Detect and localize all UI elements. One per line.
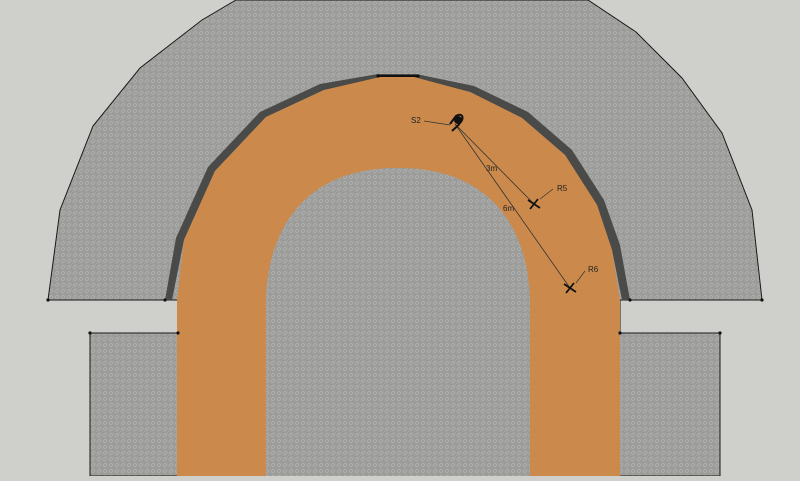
dimension-line-6m bbox=[454, 123, 571, 289]
receiver-icon bbox=[563, 282, 577, 294]
vertex-markers bbox=[46, 74, 764, 335]
dimension-lines bbox=[454, 123, 571, 289]
inner-floor[interactable] bbox=[266, 168, 530, 476]
dimension-line-3m bbox=[454, 123, 535, 205]
receiver-label-r5: R5 bbox=[557, 184, 568, 193]
track-surface[interactable] bbox=[177, 77, 620, 476]
r5-leader-line bbox=[539, 188, 554, 200]
receiver-r5[interactable]: R5 bbox=[527, 184, 568, 210]
sound-source-icon bbox=[449, 113, 464, 132]
s2-leader-line bbox=[423, 120, 451, 126]
receiver-r6[interactable]: R6 bbox=[563, 265, 599, 294]
r6-leader-line bbox=[575, 270, 586, 284]
receiver-icon bbox=[527, 198, 541, 210]
sound-source-s2[interactable]: S2 bbox=[411, 113, 464, 132]
dimension-label-6m: 6m bbox=[503, 204, 514, 213]
receiver-label-r6: R6 bbox=[588, 265, 599, 274]
source-label-s2: S2 bbox=[411, 116, 421, 125]
dimension-label-3m: 3m bbox=[486, 164, 497, 173]
